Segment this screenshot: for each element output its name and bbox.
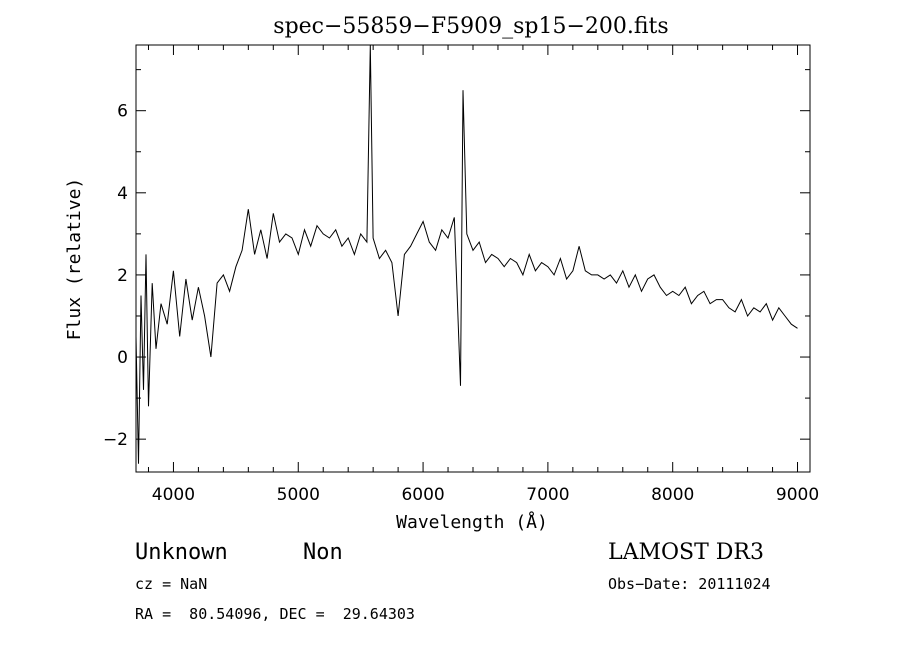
x-tick-label: 6000: [401, 485, 444, 505]
y-tick-label: 4: [117, 184, 128, 204]
series-layer: [135, 44, 798, 464]
x-tick-label: 8000: [651, 485, 694, 505]
y-axis-tick-labels: −2 0 2 4 6: [103, 102, 128, 450]
coords-label: RA = 80.54096, DEC = 29.64303: [135, 605, 415, 623]
subclass-label: Non: [303, 540, 343, 565]
y-tick-label: 2: [117, 266, 128, 286]
y-tick-label: 6: [117, 102, 128, 122]
y-tick-label: 0: [117, 348, 128, 368]
x-axis-label: Wavelength (Å): [396, 511, 548, 533]
plot-area: 4000 5000 6000 7000 8000 9000 −2 0 2 4 6: [103, 44, 819, 505]
class-label: Unknown: [135, 540, 228, 565]
y-axis-label: Flux (relative): [64, 178, 85, 341]
spectrum-line: [135, 44, 798, 464]
x-tick-label: 9000: [776, 485, 819, 505]
x-tick-label: 5000: [277, 485, 320, 505]
x-axis-ticks: [147, 45, 799, 472]
chart-title: spec−55859−F5909_sp15−200.fits: [273, 14, 668, 39]
obs-date-label: Obs−Date: 20111024: [608, 575, 771, 593]
y-axis-ticks: [136, 69, 810, 440]
x-axis-tick-labels: 4000 5000 6000 7000 8000 9000: [152, 485, 819, 505]
y-tick-label: −2: [103, 430, 128, 450]
plot-border: [135, 44, 811, 473]
survey-label: LAMOST DR3: [608, 540, 764, 565]
x-tick-label: 4000: [152, 485, 195, 505]
x-tick-label: 7000: [526, 485, 569, 505]
cz-label: cz = NaN: [135, 575, 207, 593]
